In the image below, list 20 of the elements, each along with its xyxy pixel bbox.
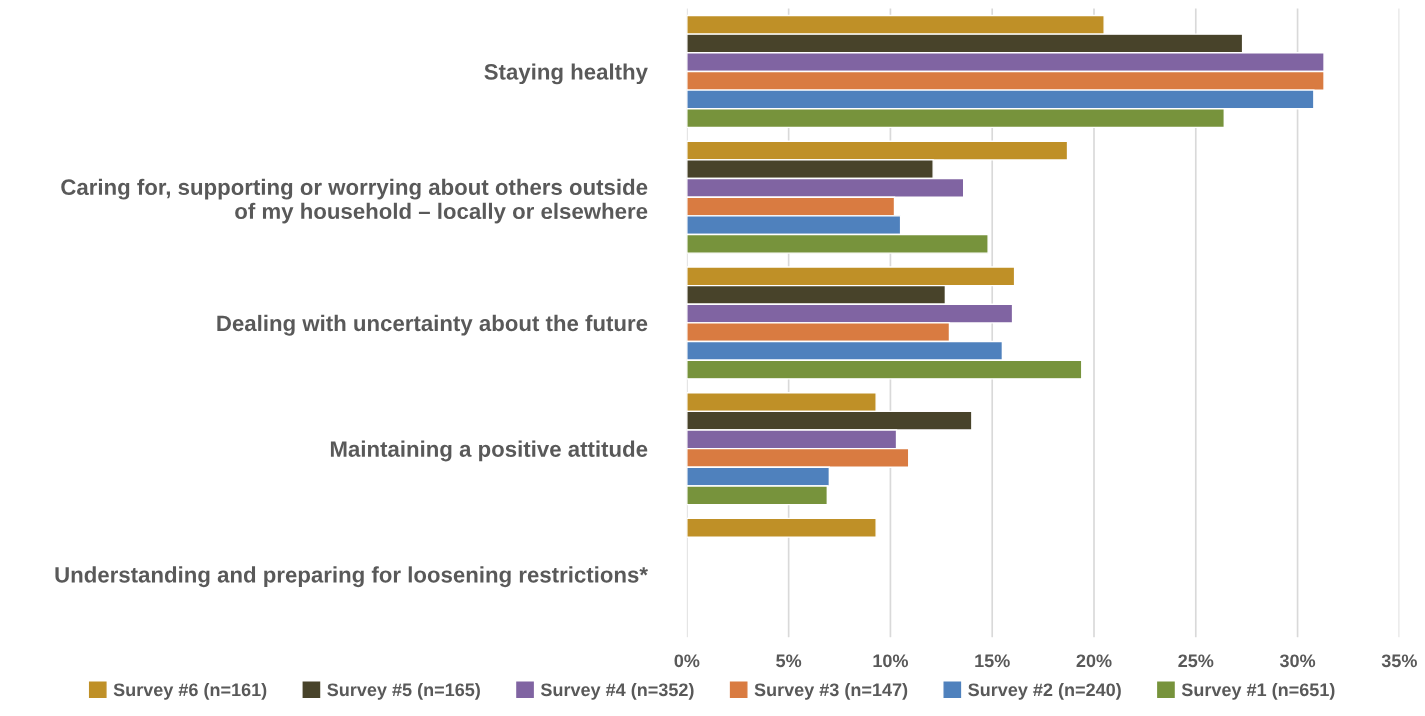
- x-tick-label: 20%: [1076, 654, 1112, 668]
- x-tick-label: 15%: [975, 654, 1010, 668]
- y-tick-label: Caring for, supporting or worrying about others outside of my household – locally or elsewhere: [61, 178, 648, 224]
- x-tick-label: 10%: [873, 654, 909, 668]
- bar: [686, 517, 877, 538]
- legend-label: Survey #1 (n=651): [1181, 682, 1335, 700]
- x-tick-label: 0%: [674, 654, 700, 668]
- y-tick-label: Staying healthy: [484, 63, 648, 85]
- y-tick-label: Dealing with uncertainty about the future: [217, 314, 648, 336]
- y-tick-label: Maintaining a positive attitude: [330, 440, 648, 462]
- legend-label: Survey #3 (n=147): [754, 682, 908, 700]
- y-tick-label: Understanding and preparing for loosening restrictions*: [55, 566, 648, 588]
- legend-label: Survey #5 (n=165): [327, 682, 480, 700]
- x-tick-label: 25%: [1178, 654, 1214, 668]
- x-tick-label: 35%: [1381, 654, 1417, 668]
- legend-label: Survey #4 (n=352): [540, 682, 694, 700]
- x-tick-label: 5%: [776, 654, 802, 668]
- legend-label: Survey #2 (n=240): [968, 682, 1121, 700]
- legend-label: Survey #6 (n=161): [113, 682, 267, 700]
- x-tick-label: 30%: [1279, 654, 1316, 668]
